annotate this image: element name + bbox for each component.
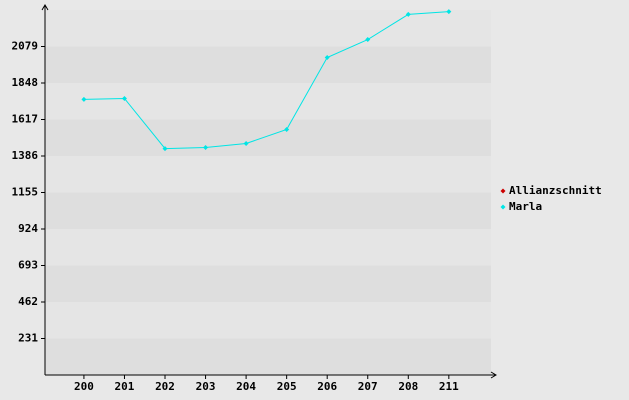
data-point (405, 11, 411, 17)
grid-band (45, 302, 491, 339)
legend-marker (500, 188, 506, 194)
x-axis-arrow (490, 371, 497, 379)
grid-band (45, 83, 491, 120)
legend-marker (500, 204, 506, 210)
x-tick-label: 200 (74, 380, 94, 393)
y-axis-arrow (41, 4, 49, 11)
grid-band (45, 229, 491, 266)
x-tick-label: 211 (439, 380, 459, 393)
grid-band (45, 192, 491, 229)
grid-band (45, 265, 491, 302)
x-tick-label: 204 (236, 380, 256, 393)
y-tick-label: 693 (18, 259, 38, 272)
grid-band (45, 10, 491, 47)
y-tick-label: 924 (18, 222, 38, 235)
data-point (284, 126, 290, 132)
data-point (324, 55, 330, 61)
grid-band (45, 338, 491, 375)
data-point (365, 37, 371, 43)
x-tick-label: 207 (358, 380, 378, 393)
x-tick-label: 203 (196, 380, 216, 393)
x-tick-label: 202 (155, 380, 175, 393)
data-point (162, 146, 168, 152)
y-tick-label: 1155 (12, 186, 39, 199)
y-tick-label: 1848 (12, 76, 39, 89)
series-line (83, 11, 449, 150)
y-tick-label: 1386 (12, 149, 39, 162)
y-tick-label: 462 (18, 295, 38, 308)
x-tick-label: 201 (115, 380, 135, 393)
data-point (446, 9, 452, 15)
grid-band (45, 156, 491, 193)
x-tick-label: 208 (398, 380, 418, 393)
data-point (121, 95, 127, 101)
grid-band (45, 46, 491, 83)
y-tick-label: 2079 (12, 40, 39, 53)
y-tick-label: 231 (18, 332, 38, 345)
plot-bands (45, 10, 491, 375)
legend-label: Marla (509, 200, 542, 213)
data-point (203, 144, 209, 150)
x-tick-label: 206 (317, 380, 337, 393)
x-tick-label: 205 (277, 380, 297, 393)
data-point (81, 96, 87, 102)
data-point (243, 141, 249, 147)
grid-band (45, 119, 491, 156)
legend-label: Allianzschnitt (509, 184, 602, 197)
y-tick-label: 1617 (12, 113, 39, 126)
